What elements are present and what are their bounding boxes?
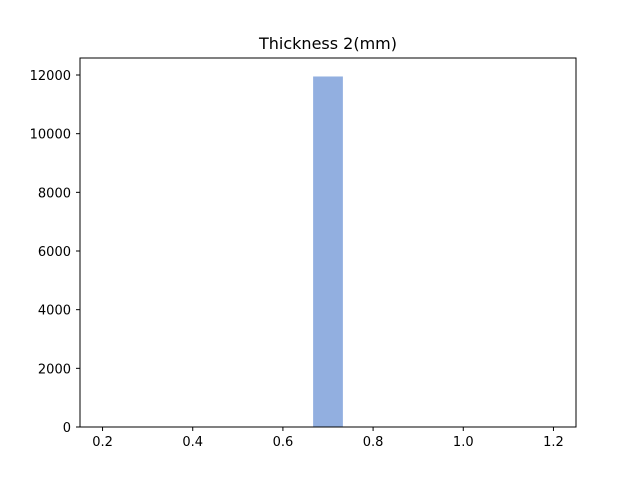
bars-layer [313, 76, 343, 427]
y-tick-label: 10000 [30, 128, 71, 143]
plot-frame [79, 57, 577, 428]
x-tick-label: 1.2 [543, 435, 564, 450]
x-tick-label: 0.4 [182, 435, 203, 450]
chart-title: Thickness 2(mm) [258, 34, 397, 53]
y-axis: 0 2000 4000 6000 8000 10000 12000 [30, 69, 80, 436]
y-tick-label: 4000 [38, 304, 71, 319]
y-tick-label: 12000 [30, 69, 71, 84]
y-tick-label: 2000 [38, 362, 71, 377]
x-axis: 0.2 0.4 0.6 0.8 1.0 1.2 [92, 427, 564, 450]
x-tick-label: 0.6 [273, 435, 294, 450]
x-tick-label: 0.2 [92, 435, 113, 450]
y-tick-label: 8000 [38, 186, 71, 201]
histogram-bar-0 [313, 76, 343, 427]
x-tick-label: 1.0 [453, 435, 474, 450]
y-tick-label: 6000 [38, 245, 71, 260]
y-tick-label: 0 [63, 421, 71, 436]
x-tick-label: 0.8 [363, 435, 384, 450]
